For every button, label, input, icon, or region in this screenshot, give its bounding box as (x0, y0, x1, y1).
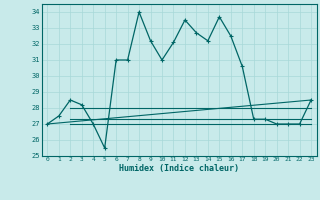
X-axis label: Humidex (Indice chaleur): Humidex (Indice chaleur) (119, 164, 239, 173)
